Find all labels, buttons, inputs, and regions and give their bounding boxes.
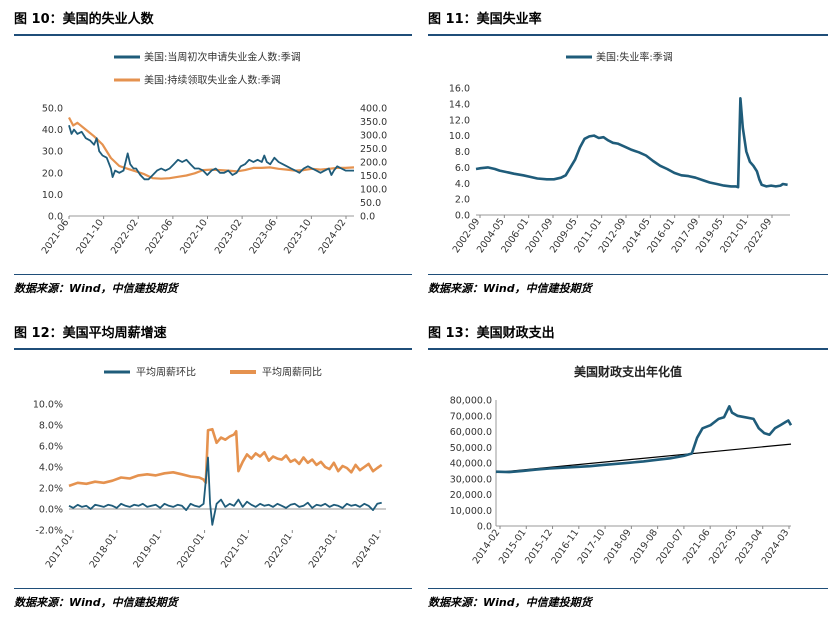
panel-title: 图 10：美国的失业人数 — [14, 12, 154, 27]
y-tick-label: 8.0 — [455, 147, 470, 158]
chart-unemployment-rate: 0.02.04.06.08.010.012.014.016.02002-0920… — [449, 51, 790, 255]
panel-title: 图 11：美国失业率 — [428, 12, 542, 27]
series-line-weekly-yoy — [68, 427, 383, 488]
y-right-tick-label: 350.0 — [360, 117, 387, 128]
y-tick-label: 8.0% — [39, 421, 63, 432]
legend-label: 美国:当周初次申请失业金人数:季调 — [144, 51, 301, 64]
source-rule — [428, 274, 828, 275]
y-right-tick-label: 100.0 — [360, 185, 387, 196]
source-rule — [14, 274, 412, 275]
x-tick-label: 2021-01 — [219, 531, 251, 570]
x-tick-label: 2023-02 — [213, 217, 245, 256]
y-tick-label: 0.0% — [39, 505, 63, 516]
source-rule — [14, 588, 412, 589]
x-tick-label: 2022-01 — [263, 531, 295, 570]
y-tick-label: 16.0 — [449, 84, 470, 95]
y-left-tick-label: 20.0 — [42, 168, 63, 179]
y-right-tick-label: 0.0 — [360, 212, 375, 223]
y-tick-label: 10,000.0 — [450, 506, 492, 517]
y-tick-label: 80,000.0 — [450, 396, 492, 407]
x-tick-label: 2024-02 — [317, 217, 349, 256]
y-tick-label: 6.0% — [39, 442, 63, 453]
y-tick-label: 50,000.0 — [450, 443, 492, 454]
x-tick-label: 2021-06 — [40, 217, 72, 256]
panel-unemployment-rate: 图 11：美国失业率 数据来源：Wind，中信建投期货 — [428, 8, 828, 308]
y-tick-label: 10.0 — [449, 131, 470, 142]
y-right-tick-label: 250.0 — [360, 144, 387, 155]
y-tick-label: 4.0% — [39, 463, 63, 474]
x-tick-label: 2023-01 — [307, 531, 339, 570]
chart-unemployed-count: 0.0 10.0 20.0 30.0 40.0 50.0 0.0 50.0 100.0 150.0… — [40, 51, 388, 257]
y-left-tick-label: 30.0 — [42, 147, 63, 158]
legend-label: 平均周薪同比 — [262, 367, 322, 379]
panel-weekly-earnings: 图 12：美国平均周薪增速 数据来源：Wind，中信建投期货 — [14, 322, 412, 614]
y-right-tick-label: 200.0 — [360, 158, 387, 169]
title-rule — [428, 348, 828, 350]
legend-label: 美国:失业率:季调 — [596, 51, 673, 64]
x-tick-label: 2024-01 — [351, 531, 383, 570]
y-tick-label: 70,000.0 — [450, 411, 492, 422]
y-tick-label: 20,000.0 — [450, 490, 492, 501]
y-tick-label: 0.0 — [455, 211, 470, 222]
chart-title: 美国财政支出年化值 — [574, 364, 682, 379]
x-tick-label: 2019-01 — [131, 531, 163, 570]
source-note: 数据来源：Wind，中信建投期货 — [428, 282, 592, 295]
y-left-tick-label: 40.0 — [42, 125, 63, 136]
y-tick-label: 6.0 — [455, 163, 470, 174]
legend-label: 平均周薪环比 — [136, 367, 196, 379]
x-tick-label: 2018-01 — [88, 531, 120, 570]
y-tick-label: 10.0% — [33, 400, 63, 411]
source-rule — [428, 588, 828, 589]
y-tick-label: 0.0 — [477, 522, 492, 533]
source-note: 数据来源：Wind，中信建投期货 — [14, 282, 178, 295]
chart-weekly-earnings: -2.0% 0.0% 2.0% 4.0% 6.0% 8.0% 10.0% 2017-01 201… — [33, 367, 386, 570]
panel-unemployed-count: 图 10：美国的失业人数 数据来源：Wind，中信建投期货 — [14, 8, 412, 308]
source-note: 数据来源：Wind，中信建投期货 — [14, 596, 178, 609]
series-line-unemployment-rate — [475, 96, 788, 189]
panel-title: 图 12：美国平均周薪增速 — [14, 326, 167, 341]
x-tick-label: 2022-02 — [109, 217, 141, 256]
x-tick-label: 2017-01 — [44, 531, 76, 570]
y-right-tick-label: 50.0 — [360, 198, 381, 209]
series-line-initial-claims — [68, 125, 354, 181]
x-tick-label: 2023-06 — [247, 217, 279, 256]
y-tick-label: 30,000.0 — [450, 474, 492, 485]
y-tick-label: 12.0 — [449, 115, 470, 126]
series-line-fiscal-spending — [495, 404, 793, 474]
x-tick-label: 2023-10 — [282, 217, 314, 256]
panel-title: 图 13：美国财政支出 — [428, 326, 555, 341]
y-tick-label: 14.0 — [449, 99, 470, 110]
y-right-tick-label: 150.0 — [360, 171, 387, 182]
y-tick-label: 40,000.0 — [450, 459, 492, 470]
series-line-continuing-claims — [68, 116, 355, 180]
y-right-tick-label: 400.0 — [360, 104, 387, 115]
series-line-weekly-mom — [68, 456, 382, 526]
y-tick-label: 2.0% — [39, 484, 63, 495]
y-tick-label: 2.0 — [455, 195, 470, 206]
y-tick-label: 4.0 — [455, 179, 470, 190]
x-tick-label: 2022-10 — [178, 217, 210, 256]
y-right-tick-label: 300.0 — [360, 131, 387, 142]
source-note: 数据来源：Wind，中信建投期货 — [428, 596, 592, 609]
x-tick-label: 2021-10 — [74, 217, 106, 256]
chart-fiscal-spending: 美国财政支出年化值 0.0 10,000.0 20,000.0 30,000.0 40,0… — [450, 364, 793, 566]
title-rule — [14, 34, 412, 36]
x-tick-label: 2020-01 — [175, 531, 207, 570]
x-tick-label: 2022-06 — [144, 217, 176, 256]
title-rule — [14, 348, 412, 350]
legend-label: 美国:持续领取失业金人数:季调 — [144, 74, 281, 87]
title-rule — [428, 34, 828, 36]
y-tick-label: -2.0% — [35, 526, 63, 537]
y-left-tick-label: 50.0 — [42, 104, 63, 115]
y-tick-label: 60,000.0 — [450, 427, 492, 438]
y-left-tick-label: 10.0 — [42, 190, 63, 201]
panel-fiscal-spending: 图 13：美国财政支出 数据来源：Wind，中信建投期货 — [428, 322, 828, 614]
y-left-tick-label: 0.0 — [48, 212, 63, 223]
